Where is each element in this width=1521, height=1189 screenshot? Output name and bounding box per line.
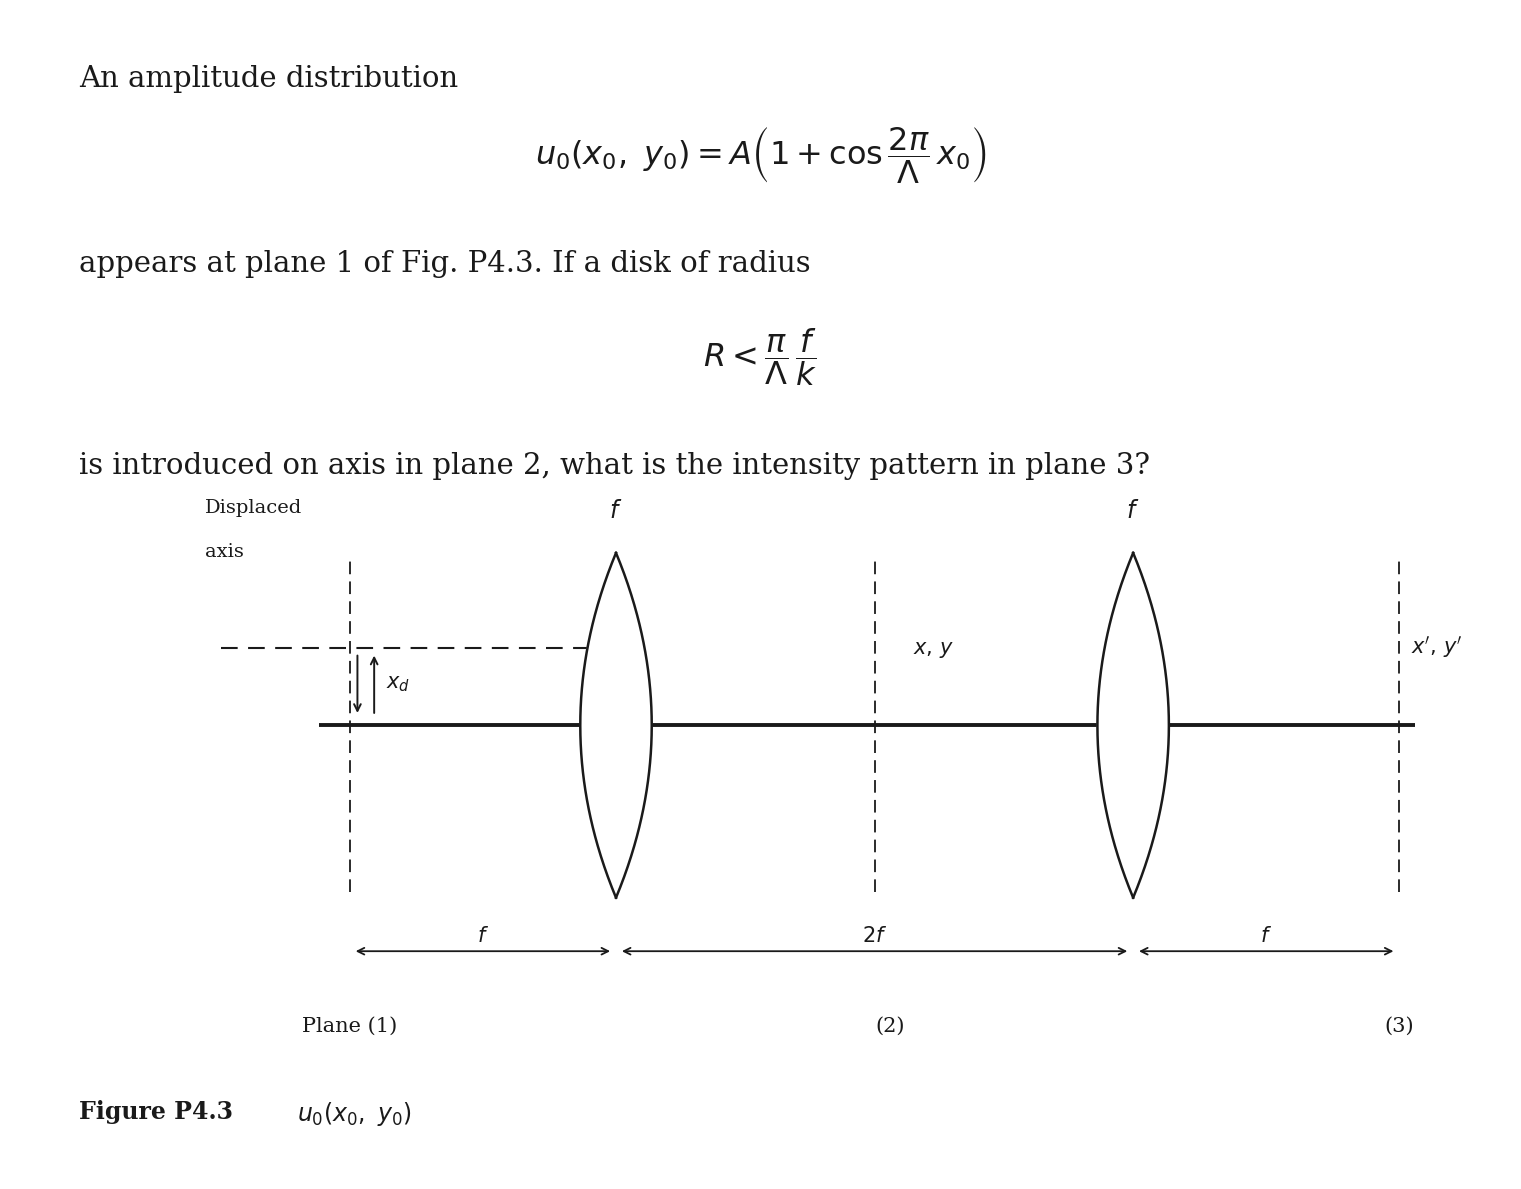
Text: $u_0(x_0,\ y_0) = A\left(1 + \cos\dfrac{2\pi}{\Lambda}\, x_0\right)$: $u_0(x_0,\ y_0) = A\left(1 + \cos\dfrac{… — [534, 125, 987, 184]
Polygon shape — [1098, 553, 1168, 898]
Text: Plane (1): Plane (1) — [303, 1017, 397, 1036]
Text: $f$: $f$ — [1261, 926, 1272, 946]
Text: is introduced on axis in plane 2, what is the intensity pattern in plane 3?: is introduced on axis in plane 2, what i… — [79, 452, 1150, 480]
Text: $x',\, y'$: $x',\, y'$ — [1411, 634, 1463, 660]
Text: $2f$: $2f$ — [862, 926, 887, 946]
Text: (3): (3) — [1384, 1017, 1415, 1036]
Text: $f$: $f$ — [610, 501, 622, 523]
Text: $x,\, y$: $x,\, y$ — [913, 640, 954, 660]
Text: $u_0(x_0,\ y_0)$: $u_0(x_0,\ y_0)$ — [297, 1100, 411, 1128]
Text: Figure P4.3: Figure P4.3 — [79, 1100, 233, 1124]
Text: $f$: $f$ — [478, 926, 488, 946]
Text: $f$: $f$ — [1127, 501, 1139, 523]
Text: axis: axis — [205, 543, 245, 561]
Text: $R < \dfrac{\pi}{\Lambda}\,\dfrac{f}{k}$: $R < \dfrac{\pi}{\Lambda}\,\dfrac{f}{k}$ — [703, 326, 818, 388]
Text: (2): (2) — [875, 1017, 905, 1036]
Polygon shape — [581, 553, 651, 898]
Text: $x_d$: $x_d$ — [386, 674, 411, 694]
Text: Displaced: Displaced — [205, 499, 303, 517]
Text: appears at plane 1 of Fig. P4.3. If a disk of radius: appears at plane 1 of Fig. P4.3. If a di… — [79, 250, 811, 278]
Text: An amplitude distribution: An amplitude distribution — [79, 65, 458, 94]
